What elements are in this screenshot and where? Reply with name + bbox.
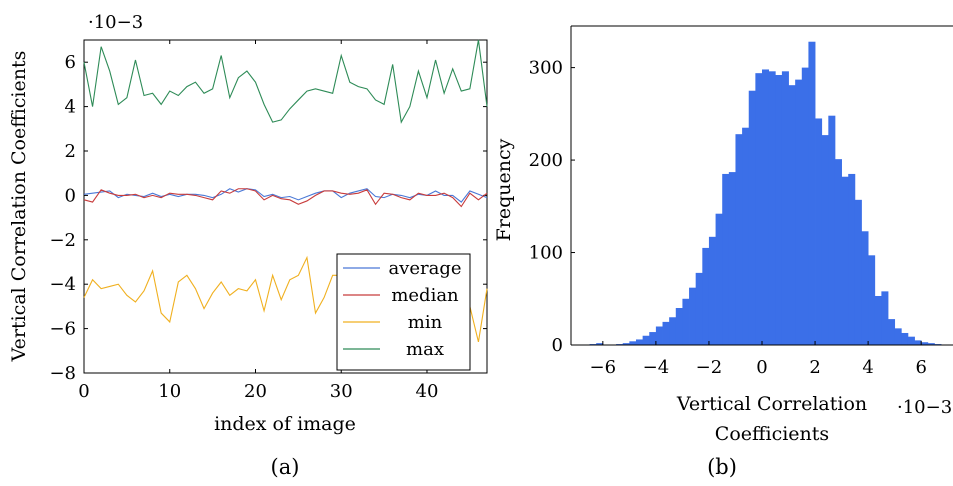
chart-a-caption: (a) (271, 455, 300, 479)
histogram-bar (848, 173, 856, 345)
histogram-bar (927, 343, 935, 345)
chart-b-y-tick-label: 100 (529, 243, 563, 264)
chart-b-xlabel-line1: Vertical Correlation (676, 393, 867, 415)
histogram-bar (622, 343, 630, 345)
legend-label-average: average (388, 258, 461, 279)
histogram-bar (834, 159, 842, 345)
chart-b-caption: (b) (707, 455, 737, 479)
chart-a-y-tick-label: 2 (65, 141, 76, 162)
chart-a-y-tick-label: −8 (49, 363, 76, 384)
chart-a-frame (83, 39, 488, 374)
histogram-bar (788, 85, 796, 346)
chart-a-y-tick-label: −6 (49, 319, 76, 340)
chart-b-x-tick-label: −6 (590, 357, 617, 378)
histogram-bar (901, 332, 909, 345)
chart-b-y-tick-label: 200 (529, 150, 563, 171)
histogram-bar (881, 291, 889, 345)
chart-b-xlabel-line2: Coefficients (715, 423, 829, 445)
chart-a-x-tick-label: 0 (78, 381, 89, 402)
histogram-bar (655, 326, 663, 345)
chart-b-ylabel: Frequency (493, 138, 515, 241)
histogram-bar (921, 342, 929, 345)
chart-b-x-tick-label: −4 (643, 357, 670, 378)
chart-b-histogram: −6 −4 −2 0 2 4 6 0 100 200 300 Frequency Vertical … (493, 25, 953, 479)
chart-b-y-tick-label: 0 (552, 335, 563, 356)
chart-a-y-multiplier: ·10−3 (88, 12, 143, 33)
legend-label-median: median (391, 285, 459, 306)
chart-b-x-multiplier: ·10−3 (897, 397, 952, 418)
chart-a-y-tick-label: 4 (65, 97, 76, 118)
histogram-bar (854, 199, 862, 345)
histogram-bar (682, 298, 690, 345)
histogram-bar (635, 339, 644, 345)
histogram-bar (781, 71, 789, 345)
chart-a-x-tick-label: 20 (244, 381, 267, 402)
histogram-bar (768, 71, 776, 345)
histogram-bar (675, 308, 683, 345)
chart-b-y-tick-label: 300 (529, 58, 563, 79)
chart-a-legend: average median min max (336, 253, 471, 371)
histogram-bar (874, 295, 882, 345)
series-line-median (83, 188, 488, 208)
histogram-bar (748, 90, 756, 345)
histogram-bar (755, 73, 763, 345)
histogram-bar (695, 272, 703, 345)
histogram-bar (649, 332, 657, 345)
chart-a-y-tick-label: −2 (49, 230, 76, 251)
histogram-bar (828, 115, 836, 345)
histogram-bar (662, 321, 670, 345)
histogram-bar (702, 247, 710, 345)
histogram-bar (728, 172, 736, 345)
histogram-bar (808, 41, 816, 345)
histogram-bar (775, 75, 783, 345)
histogram-bar (715, 213, 723, 345)
chart-a-legend-box (336, 253, 471, 371)
histogram-bar (801, 67, 809, 346)
histogram-bar (669, 317, 677, 345)
chart-a-x-tick-label: 10 (158, 381, 181, 402)
histogram-bar (689, 287, 697, 345)
chart-a-x-tick-label: 40 (416, 381, 439, 402)
chart-b-x-tick-label: −2 (696, 357, 723, 378)
chart-a-line-plot: 0 10 20 30 40 −8 −6 −4 −2 0 2 4 6 average median min ma… (8, 12, 488, 479)
histogram-bar (762, 69, 770, 346)
series-line-average (83, 188, 488, 203)
chart-b-x-tick-label: 2 (809, 357, 820, 378)
histogram-bar (894, 328, 902, 345)
histogram-bar (795, 79, 803, 345)
histogram-bar (642, 335, 650, 345)
chart-a-y-tick-label: 0 (65, 185, 76, 206)
histogram-bar (907, 336, 915, 345)
chart-b-x-tick-label: 0 (756, 357, 767, 378)
legend-label-min: min (408, 312, 443, 333)
histogram-bar (841, 176, 849, 345)
chart-a-x-tick-label: 30 (330, 381, 353, 402)
histogram-bar (742, 127, 750, 346)
histogram-bar (888, 319, 896, 345)
chart-b-x-tick-label: 6 (915, 357, 926, 378)
histogram-bar (868, 255, 876, 345)
histogram-bar (722, 173, 730, 345)
histogram-bar (815, 118, 823, 346)
histogram-bar (861, 231, 869, 345)
chart-a-xlabel: index of image (214, 413, 356, 435)
histogram-bar (708, 236, 716, 345)
chart-a-ylabel: Vertical Correlation Coefficients (8, 51, 30, 363)
histogram-bar (735, 134, 743, 345)
chart-b-x-tick-label: 4 (862, 357, 873, 378)
chart-a-y-tick-label: 6 (65, 52, 76, 73)
histogram-bar (821, 135, 829, 345)
histogram-bar (629, 341, 637, 345)
series-line-max (83, 39, 488, 124)
chart-a-y-tick-label: −4 (49, 274, 76, 295)
histogram-bar (596, 343, 604, 345)
histogram-bar (914, 340, 922, 345)
legend-label-max: max (406, 339, 444, 360)
